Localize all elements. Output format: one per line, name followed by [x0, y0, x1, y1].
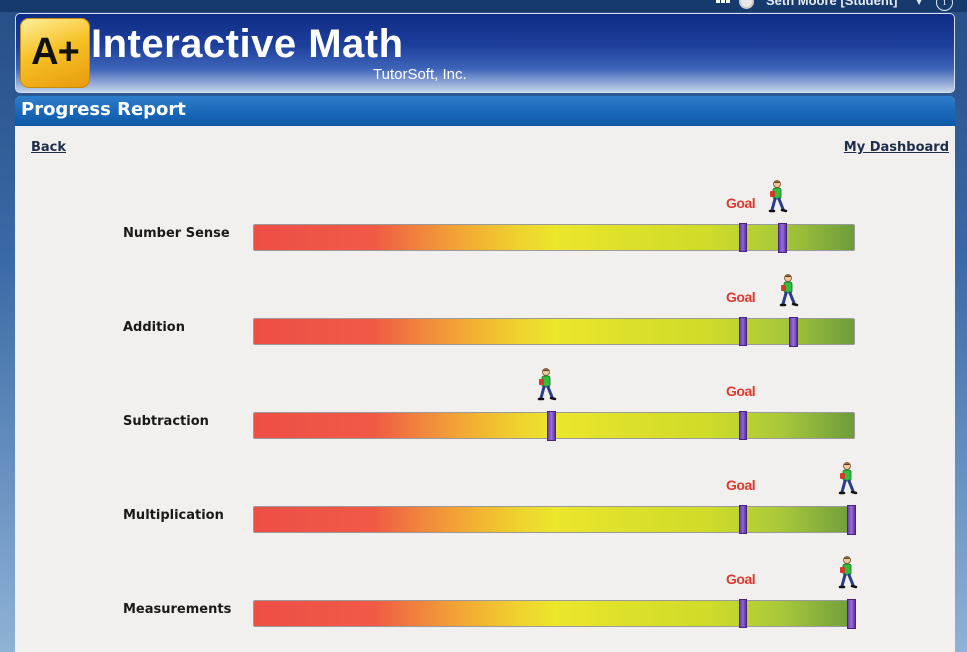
progress-bar	[253, 411, 855, 441]
progress-marker	[847, 599, 856, 629]
my-dashboard-link[interactable]: My Dashboard	[843, 140, 949, 155]
user-name[interactable]: Seth Moore [Student]	[766, 0, 898, 8]
progress-marker	[789, 317, 798, 347]
logo-text: A+	[31, 31, 80, 73]
progress-marker	[547, 411, 556, 441]
goal-marker	[739, 505, 747, 534]
goal-marker	[739, 317, 747, 346]
progress-bar	[253, 505, 856, 535]
company-name: TutorSoft, Inc.	[373, 66, 467, 83]
grid-icon[interactable]	[716, 0, 730, 6]
goal-label: Goal	[726, 383, 756, 399]
progress-report-panel: Progress Report Back My Dashboard Number…	[15, 96, 955, 652]
goal-label: Goal	[726, 477, 756, 493]
page-title: Progress Report	[21, 99, 186, 120]
app-logo: A+	[20, 18, 90, 88]
student-walker-icon	[536, 368, 558, 402]
student-walker-icon	[837, 556, 859, 590]
top-bar: Seth Moore [Student] ▼ i	[0, 0, 967, 12]
goal-marker	[739, 411, 747, 440]
goal-marker	[739, 599, 747, 628]
progress-bar	[253, 223, 855, 253]
goal-label: Goal	[726, 195, 756, 211]
skill-label: Subtraction	[123, 414, 209, 429]
progress-bar	[253, 317, 855, 347]
progress-marker	[847, 505, 856, 535]
skill-label: Addition	[123, 320, 185, 335]
info-icon[interactable]: i	[936, 0, 953, 11]
student-walker-icon	[767, 180, 789, 214]
student-walker-icon	[778, 274, 800, 308]
progress-bar	[253, 599, 856, 629]
back-link[interactable]: Back	[31, 140, 67, 155]
goal-label: Goal	[726, 571, 756, 587]
skill-label: Multiplication	[123, 508, 224, 523]
skill-label: Measurements	[123, 602, 232, 617]
chevron-down-icon[interactable]: ▼	[916, 0, 923, 6]
goal-label: Goal	[726, 289, 756, 305]
user-icon[interactable]	[739, 0, 754, 9]
goal-marker	[739, 223, 747, 252]
app-title: Interactive Math	[91, 22, 404, 66]
app-header: A+ Interactive Math TutorSoft, Inc.	[15, 13, 955, 93]
student-walker-icon	[837, 462, 859, 496]
skill-label: Number Sense	[123, 226, 230, 241]
panel-header: Progress Report	[15, 96, 955, 126]
progress-marker	[778, 223, 787, 253]
